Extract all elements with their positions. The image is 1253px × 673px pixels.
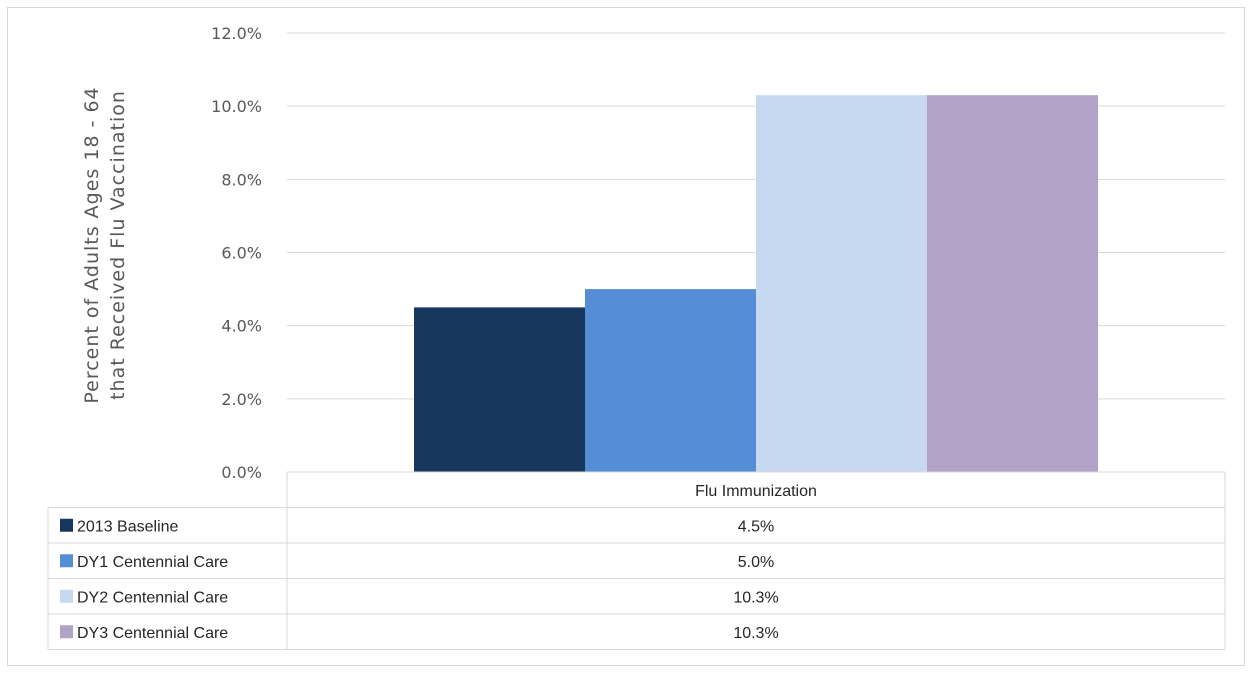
legend-series-name: 2013 Baseline xyxy=(77,518,179,535)
data-label: 5.0% xyxy=(738,554,774,571)
legend-series-name: DY1 Centennial Care xyxy=(77,554,228,571)
data-label: 10.3% xyxy=(733,589,778,606)
y-tick-label: 0.0% xyxy=(221,463,262,482)
y-axis-title-line-2: that Received Flu Vaccination xyxy=(107,90,129,400)
y-axis-title-line-1: Percent of Adults Ages 18 - 64 xyxy=(81,86,103,403)
y-tick-label: 4.0% xyxy=(221,317,262,336)
legend-key xyxy=(60,589,73,603)
bar-dy1-centennial-care xyxy=(585,289,756,472)
legend-key xyxy=(60,518,73,532)
bars xyxy=(414,95,1098,473)
bar-dy2-centennial-care xyxy=(756,95,927,473)
y-tick-label: 6.0% xyxy=(221,244,262,263)
x-category-label: Flu Immunization xyxy=(695,483,817,500)
bar-dy3-centennial-care xyxy=(927,95,1098,473)
legend-key xyxy=(60,554,73,568)
data-table: Flu Immunization 2013 Baseline 4.5% DY1 Cen… xyxy=(47,471,1226,650)
bar-2013-baseline xyxy=(414,307,585,472)
y-tick-label: 12.0% xyxy=(211,24,262,43)
y-tick-label: 10.0% xyxy=(211,97,262,116)
legend-key xyxy=(60,625,73,639)
chart-frame xyxy=(7,7,1245,666)
legend-series-name: DY2 Centennial Care xyxy=(77,589,228,606)
y-axis-ticks: 0.0% 2.0% 4.0% 6.0% 8.0% 10.0% 12.0% xyxy=(211,24,262,482)
data-label: 4.5% xyxy=(738,518,774,535)
legend-series-name: DY3 Centennial Care xyxy=(77,625,228,642)
y-axis-title: Percent of Adults Ages 18 - 64 that Rece… xyxy=(81,86,129,403)
y-tick-label: 8.0% xyxy=(221,170,262,189)
data-label: 10.3% xyxy=(733,625,778,642)
y-tick-label: 2.0% xyxy=(221,390,262,409)
